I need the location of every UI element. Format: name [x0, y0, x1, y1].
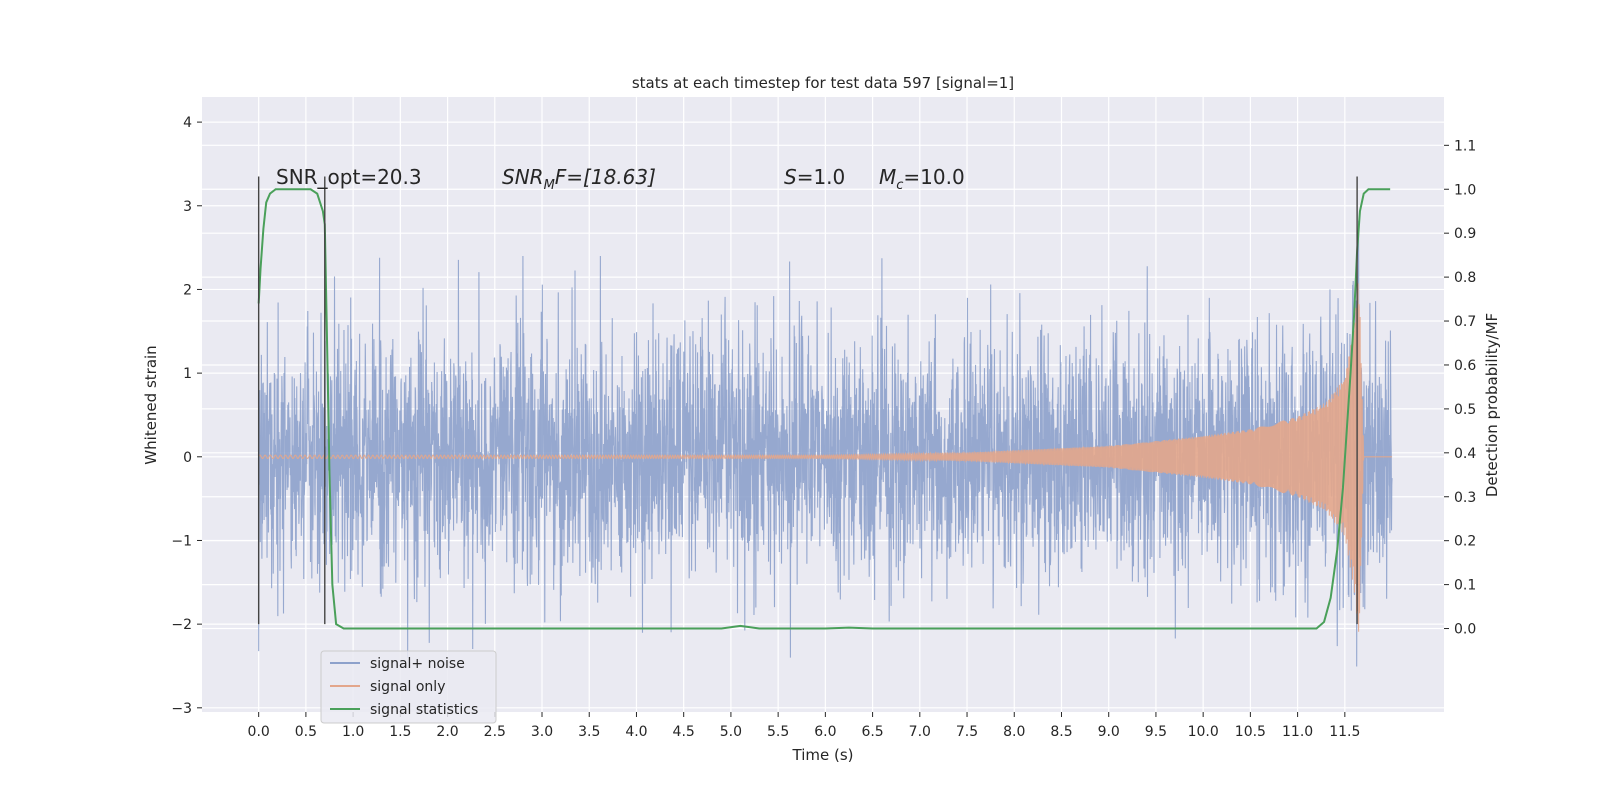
y-tick-label: 1: [183, 366, 192, 382]
y2-tick-label: 0.3: [1454, 490, 1476, 506]
x-tick-label: 2.0: [436, 724, 458, 740]
y2-tick-label: 0.5: [1454, 402, 1476, 418]
series-line-signal-statistics: [257, 188, 1391, 630]
x-tick-label: 4.5: [673, 724, 695, 740]
x-axis-title: Time (s): [792, 746, 854, 764]
annotation-mc-value: =10.0: [903, 165, 964, 189]
chart-title: stats at each timestep for test data 597…: [632, 74, 1014, 92]
x-tick-label: 3.5: [578, 724, 600, 740]
legend-label-signal-statistics: signal statistics: [370, 702, 478, 718]
x-tick-label: 9.0: [1098, 724, 1120, 740]
x-tick-label: 8.5: [1050, 724, 1072, 740]
annotation-s-label: S: [784, 165, 797, 189]
y-tick-label: −2: [171, 617, 192, 633]
x-tick-label: 0.0: [248, 724, 270, 740]
y-tick-label: 4: [183, 115, 192, 131]
series-layer: [257, 188, 1393, 667]
annotation-snr-opt: SNR_opt=20.3: [276, 165, 422, 189]
vertical-markers: [257, 176, 1358, 625]
annotations: SNR_opt=20.3 SNRMF=[18.63] S=1.0 Mc=10.0: [276, 165, 965, 193]
y2-tick-label: 0.0: [1454, 622, 1476, 638]
x-tick-label: 6.5: [861, 724, 883, 740]
x-tick-label: 0.5: [295, 724, 317, 740]
y-axis-title: Whitened strain: [142, 345, 160, 464]
x-tick-label: 6.0: [814, 724, 836, 740]
x-tick-label: 4.0: [625, 724, 647, 740]
annotation-mc-label: M: [879, 165, 896, 189]
y-tick-label: −1: [171, 533, 192, 549]
x-tick-label: 7.5: [956, 724, 978, 740]
y2-tick-label: 0.4: [1454, 446, 1476, 462]
x-tick-label: 3.0: [531, 724, 553, 740]
x-tick-label: 11.5: [1329, 724, 1360, 740]
x-tick-label: 1.0: [342, 724, 364, 740]
x-tick-label: 7.0: [909, 724, 931, 740]
y2-tick-label: 0.9: [1454, 226, 1476, 242]
series-line-signal-noise: [258, 220, 1393, 667]
y2-tick-label: 0.2: [1454, 534, 1476, 550]
x-tick-label: 10.0: [1188, 724, 1219, 740]
annotation-mc-sub: c: [896, 178, 903, 193]
y2-axis-title: Detection probability/MF: [1483, 313, 1501, 497]
x-tick-label: 5.5: [767, 724, 789, 740]
x-tick-label: 1.5: [389, 724, 411, 740]
legend: signal+ noise signal only signal statist…: [320, 650, 497, 724]
y2-tick-label: 0.8: [1454, 270, 1476, 286]
legend-label-signal-noise: signal+ noise: [370, 656, 465, 672]
x-tick-label: 9.5: [1145, 724, 1167, 740]
y-tick-label: 3: [183, 199, 192, 215]
series-line-signal-only: [258, 283, 1393, 632]
legend-label-signal-only: signal only: [370, 679, 445, 695]
y2-tick-label: 1.0: [1454, 182, 1476, 198]
x-tick-label: 10.5: [1235, 724, 1266, 740]
y2-tick-label: 0.7: [1454, 314, 1476, 330]
y-tick-label: 2: [183, 282, 192, 298]
x-tick-label: 8.0: [1003, 724, 1025, 740]
annotation-mc: Mc=10.0: [879, 165, 965, 193]
axes: 0.0 0.5 1.0 1.5 2.0 2.5 3.0 3.5 4.0 4.5 5.0 5.5 6.0 6…: [171, 115, 1476, 740]
legend-box: [320, 650, 497, 724]
annotation-snr-mf: SNRMF=[18.63]: [502, 165, 656, 193]
y-tick-label: 0: [183, 450, 192, 466]
x-tick-label: 11.0: [1282, 724, 1313, 740]
annotation-snr-mf-sub: M: [544, 178, 555, 193]
y2-tick-label: 0.1: [1454, 578, 1476, 594]
annotation-s: S=1.0: [784, 165, 845, 189]
x-tick-label: 2.5: [484, 724, 506, 740]
annotation-s-value: =1.0: [797, 165, 846, 189]
x-tick-label: 5.0: [720, 724, 742, 740]
y2-tick-label: 1.1: [1454, 138, 1476, 154]
y-tick-label: −3: [171, 701, 192, 717]
y2-tick-label: 0.6: [1454, 358, 1476, 374]
annotation-snr-mf-main: SNR: [502, 165, 544, 189]
annotation-snr-mf-f: F=[18.63]: [555, 165, 656, 189]
